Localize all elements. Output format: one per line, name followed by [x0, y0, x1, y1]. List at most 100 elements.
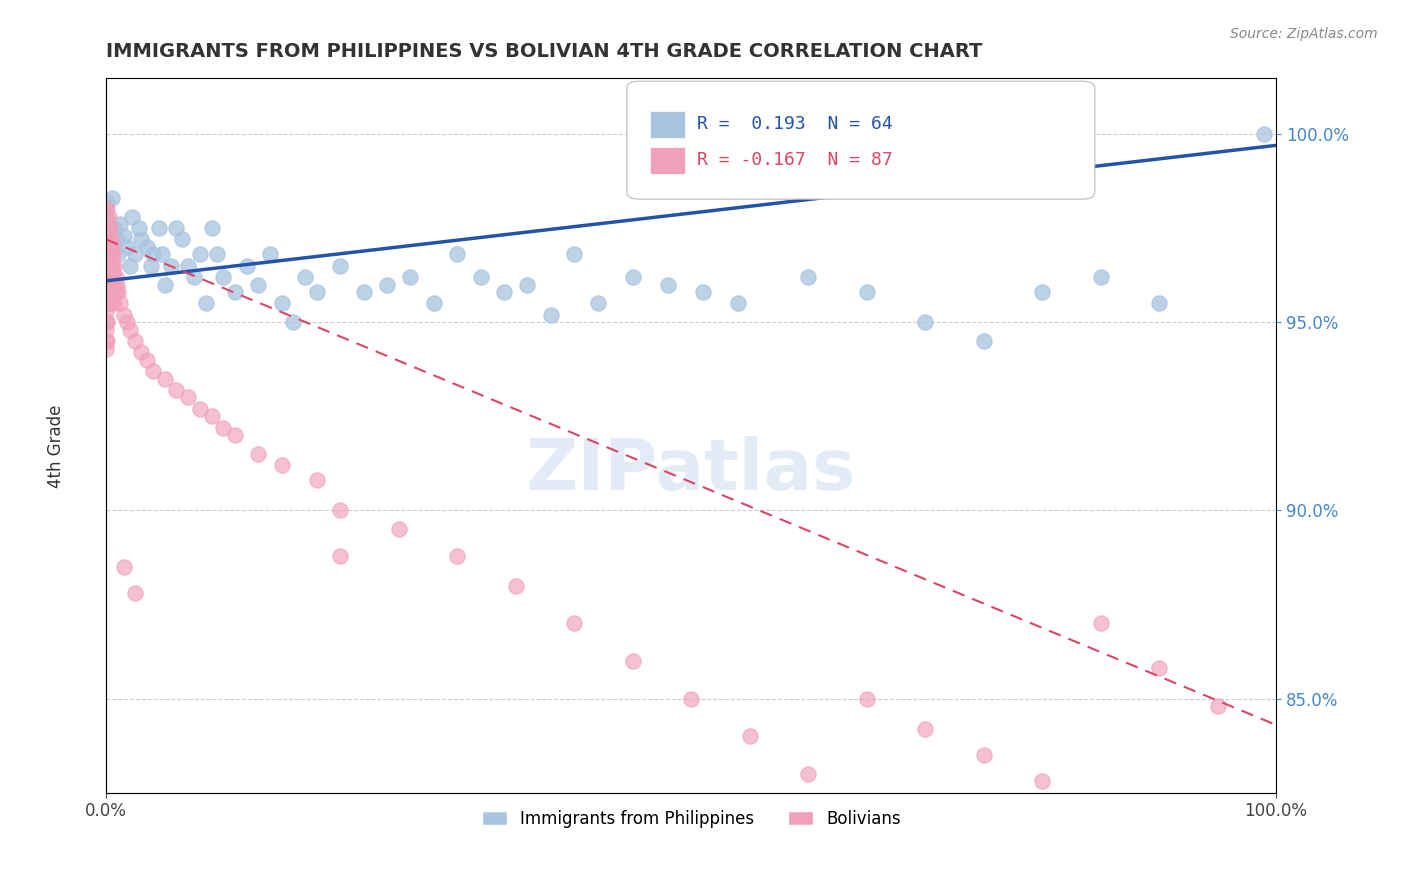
FancyBboxPatch shape — [650, 147, 685, 174]
Point — [516, 277, 538, 292]
Point — [112, 559, 135, 574]
Point — [96, 266, 118, 280]
Point — [224, 285, 246, 299]
Point — [692, 285, 714, 299]
Point — [103, 247, 125, 261]
Legend: Immigrants from Philippines, Bolivians: Immigrants from Philippines, Bolivians — [475, 803, 907, 834]
Point — [96, 228, 118, 243]
Point — [855, 285, 877, 299]
Point — [283, 315, 305, 329]
FancyBboxPatch shape — [650, 112, 685, 138]
Point — [96, 315, 118, 329]
Point — [96, 247, 118, 261]
Point — [96, 210, 118, 224]
Point — [105, 277, 128, 292]
Point — [103, 277, 125, 292]
Point — [586, 296, 609, 310]
Point — [96, 277, 118, 292]
Point — [96, 334, 118, 348]
Text: ZIPatlas: ZIPatlas — [526, 436, 856, 506]
Point — [446, 549, 468, 563]
Point — [973, 334, 995, 348]
Point — [105, 232, 128, 246]
Point — [470, 270, 492, 285]
Point — [98, 240, 121, 254]
Point — [797, 270, 820, 285]
Point — [188, 247, 211, 261]
Point — [124, 247, 146, 261]
Point — [117, 315, 139, 329]
Point — [270, 296, 292, 310]
Point — [165, 383, 187, 397]
Point — [1147, 296, 1170, 310]
Point — [224, 428, 246, 442]
Text: IMMIGRANTS FROM PHILIPPINES VS BOLIVIAN 4TH GRADE CORRELATION CHART: IMMIGRANTS FROM PHILIPPINES VS BOLIVIAN … — [107, 42, 983, 61]
Point — [97, 210, 120, 224]
Point — [101, 259, 124, 273]
Point — [305, 473, 328, 487]
Point — [621, 270, 644, 285]
Point — [657, 277, 679, 292]
Point — [101, 277, 124, 292]
Point — [110, 218, 132, 232]
Point — [101, 240, 124, 254]
Point — [235, 259, 257, 273]
Point — [212, 270, 235, 285]
Point — [172, 232, 194, 246]
Point — [1206, 699, 1229, 714]
Point — [124, 334, 146, 348]
Point — [148, 221, 170, 235]
Text: R = -0.167  N = 87: R = -0.167 N = 87 — [697, 151, 893, 169]
Point — [104, 285, 127, 299]
Point — [96, 315, 118, 329]
Point — [100, 266, 122, 280]
Point — [259, 247, 281, 261]
Point — [142, 247, 165, 261]
Point — [107, 285, 129, 299]
Point — [681, 691, 703, 706]
Point — [103, 259, 125, 273]
Point — [1031, 774, 1053, 789]
Point — [96, 285, 118, 299]
Point — [104, 270, 127, 285]
Point — [1031, 285, 1053, 299]
Point — [305, 285, 328, 299]
Point — [131, 345, 153, 359]
Point — [124, 586, 146, 600]
Point — [727, 296, 749, 310]
Point — [294, 270, 316, 285]
Point — [136, 352, 159, 367]
Point — [621, 654, 644, 668]
Point — [247, 277, 270, 292]
Point — [207, 247, 229, 261]
Point — [97, 221, 120, 235]
Point — [97, 270, 120, 285]
Point — [96, 323, 118, 337]
Point — [329, 503, 352, 517]
Point — [98, 221, 121, 235]
Point — [96, 304, 118, 318]
Point — [159, 259, 181, 273]
Point — [270, 458, 292, 473]
Point — [139, 259, 162, 273]
Text: Source: ZipAtlas.com: Source: ZipAtlas.com — [1230, 27, 1378, 41]
Point — [388, 522, 411, 536]
Point — [1147, 661, 1170, 675]
Text: R =  0.193  N = 64: R = 0.193 N = 64 — [697, 115, 893, 133]
Point — [150, 247, 173, 261]
Point — [505, 579, 527, 593]
Point — [153, 372, 176, 386]
Point — [562, 616, 585, 631]
Point — [738, 729, 761, 743]
Point — [110, 296, 132, 310]
Point — [914, 315, 936, 329]
Point — [375, 277, 398, 292]
Point — [103, 266, 125, 280]
Point — [492, 285, 515, 299]
Point — [96, 240, 118, 254]
Point — [200, 409, 222, 424]
Point — [100, 285, 122, 299]
Point — [247, 447, 270, 461]
Point — [96, 240, 118, 254]
Point — [96, 334, 118, 348]
